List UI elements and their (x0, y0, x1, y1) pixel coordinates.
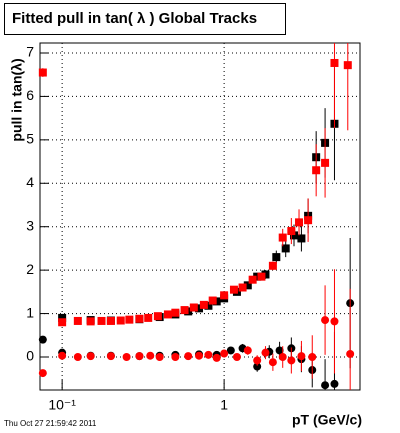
x-axis-label: pT (GeV/c) (292, 412, 362, 428)
marker (330, 317, 339, 326)
y-tick-label: 3 (26, 217, 34, 233)
y-axis-label: pull in tan(λ) (9, 58, 25, 141)
y-tick-label: 2 (26, 261, 34, 277)
marker (289, 231, 298, 240)
marker (135, 314, 144, 323)
marker (171, 308, 180, 317)
marker (321, 316, 330, 325)
marker (346, 349, 355, 358)
marker (243, 346, 252, 355)
x-tick-label: 1 (220, 397, 228, 413)
marker (212, 353, 221, 362)
marker (261, 270, 270, 279)
marker (297, 352, 306, 361)
marker (220, 349, 229, 358)
y-tick-label: 6 (26, 87, 34, 103)
marker (248, 275, 257, 284)
marker (238, 283, 247, 292)
marker (253, 362, 262, 371)
marker (144, 313, 153, 322)
marker (312, 166, 321, 175)
marker (195, 351, 204, 360)
marker (212, 297, 221, 306)
marker (229, 285, 238, 294)
marker (122, 352, 131, 361)
marker (278, 233, 287, 242)
timestamp: Thu Oct 27 21:59:42 2011 (4, 419, 97, 428)
marker (97, 316, 106, 325)
marker (243, 281, 252, 290)
marker (58, 351, 67, 360)
marker (106, 316, 115, 325)
marker (163, 310, 172, 319)
marker (275, 346, 284, 355)
marker (86, 317, 95, 326)
y-tick-label: 5 (26, 131, 34, 147)
marker (287, 356, 296, 365)
marker (204, 301, 213, 310)
marker (220, 291, 229, 300)
marker (295, 218, 304, 227)
marker (278, 352, 287, 361)
marker (253, 272, 262, 281)
marker (184, 352, 193, 361)
x-tick-label: 10⁻¹ (48, 397, 76, 413)
marker (58, 318, 67, 327)
marker (199, 300, 208, 309)
marker (155, 352, 164, 361)
marker (268, 358, 277, 367)
marker (304, 216, 313, 225)
marker (73, 352, 82, 361)
marker (272, 253, 281, 262)
marker (38, 335, 47, 344)
marker (204, 350, 213, 359)
marker (321, 381, 330, 390)
marker (226, 346, 235, 355)
marker (135, 352, 144, 361)
y-tick-label: 1 (26, 304, 34, 320)
plot-frame (39, 42, 361, 391)
chart-title: Fitted pull in tan( λ ) Global Tracks (12, 10, 257, 27)
marker (195, 304, 204, 313)
marker (171, 352, 180, 361)
marker (86, 352, 95, 361)
y-tick-label: 7 (26, 44, 34, 60)
title-box (4, 3, 286, 35)
marker (253, 356, 262, 365)
marker (73, 316, 82, 325)
marker (343, 61, 352, 70)
marker (153, 312, 162, 321)
marker (106, 352, 115, 361)
marker (330, 379, 339, 388)
marker (38, 68, 47, 77)
marker (257, 272, 266, 281)
marker (297, 234, 306, 243)
marker (281, 244, 290, 253)
marker (287, 227, 296, 236)
marker (330, 58, 339, 67)
marker (321, 158, 330, 167)
y-tick-label: 0 (26, 348, 34, 364)
marker (208, 296, 217, 305)
marker (261, 348, 270, 357)
marker (180, 306, 189, 315)
marker (146, 351, 155, 360)
marker (268, 261, 277, 270)
y-tick-label: 4 (26, 174, 34, 190)
marker (189, 303, 198, 312)
marker (232, 352, 241, 361)
marker (308, 352, 317, 361)
marker (58, 313, 67, 322)
marker (116, 316, 125, 325)
marker (38, 369, 47, 378)
marker (125, 315, 134, 324)
